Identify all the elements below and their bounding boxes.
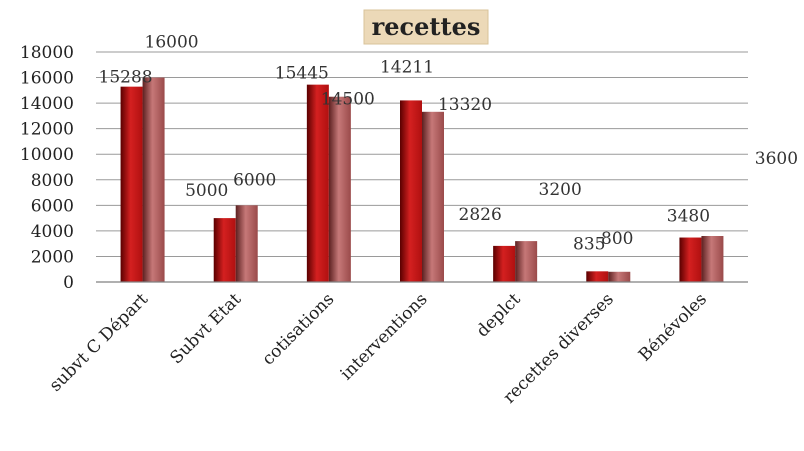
- y-tick-label: 18000: [20, 43, 74, 63]
- y-tick-label: 6000: [31, 196, 74, 216]
- data-label: 15445: [275, 64, 329, 84]
- y-tick-label: 16000: [20, 69, 74, 89]
- bar: [679, 237, 702, 282]
- data-label: 6000: [233, 170, 276, 190]
- data-label: 5000: [185, 181, 228, 201]
- x-category-label: interventions: [337, 289, 432, 384]
- bar: [422, 111, 444, 282]
- title-background: [363, 9, 489, 45]
- bar: [120, 86, 143, 282]
- y-tick-label: 8000: [31, 171, 74, 191]
- bar: [306, 84, 329, 283]
- x-category-label: cotisations: [258, 289, 338, 369]
- data-label: 800: [601, 229, 633, 249]
- chart-title: recettes: [372, 12, 481, 41]
- y-tick-label: 2000: [31, 247, 74, 267]
- data-label: 835: [573, 234, 605, 254]
- x-category-label: Bénévoles: [635, 289, 711, 365]
- data-label: 13320: [438, 95, 492, 115]
- bar: [608, 271, 631, 282]
- y-tick-label: 10000: [20, 145, 74, 165]
- x-category-label: deplct: [473, 289, 525, 341]
- chart-title-group: recettes: [363, 9, 489, 45]
- data-label: 14500: [321, 90, 375, 110]
- bar: [515, 241, 538, 282]
- data-label: 2826: [459, 205, 502, 225]
- bar: [213, 218, 236, 282]
- data-label: 3480: [667, 207, 710, 227]
- data-label: 3200: [539, 180, 582, 200]
- bars: [120, 77, 724, 283]
- x-category-label: subvt C Départ: [46, 289, 153, 396]
- data-label: 3600: [755, 149, 798, 169]
- bar: [142, 77, 165, 282]
- y-tick-label: 12000: [20, 120, 74, 140]
- bar: [400, 100, 422, 282]
- bar: [493, 245, 516, 282]
- data-label: 14211: [380, 57, 434, 77]
- bar: [701, 236, 724, 282]
- x-category-label: Subvt Etat: [166, 289, 245, 368]
- y-axis-tick-labels: 0 2000 4000 6000 8000 10000 12000 14000 16000 180…: [20, 43, 74, 293]
- data-label: 16000: [145, 33, 199, 53]
- bar: [586, 271, 609, 282]
- bar: [235, 205, 258, 282]
- y-tick-label: 4000: [31, 222, 74, 242]
- x-axis-category-labels: subvt C Départ Subvt Etat cotisationsinter…: [46, 289, 711, 407]
- y-tick-label: 0: [63, 273, 74, 293]
- data-label: 15288: [99, 68, 153, 88]
- y-tick-label: 14000: [20, 94, 74, 114]
- bar: [328, 96, 351, 282]
